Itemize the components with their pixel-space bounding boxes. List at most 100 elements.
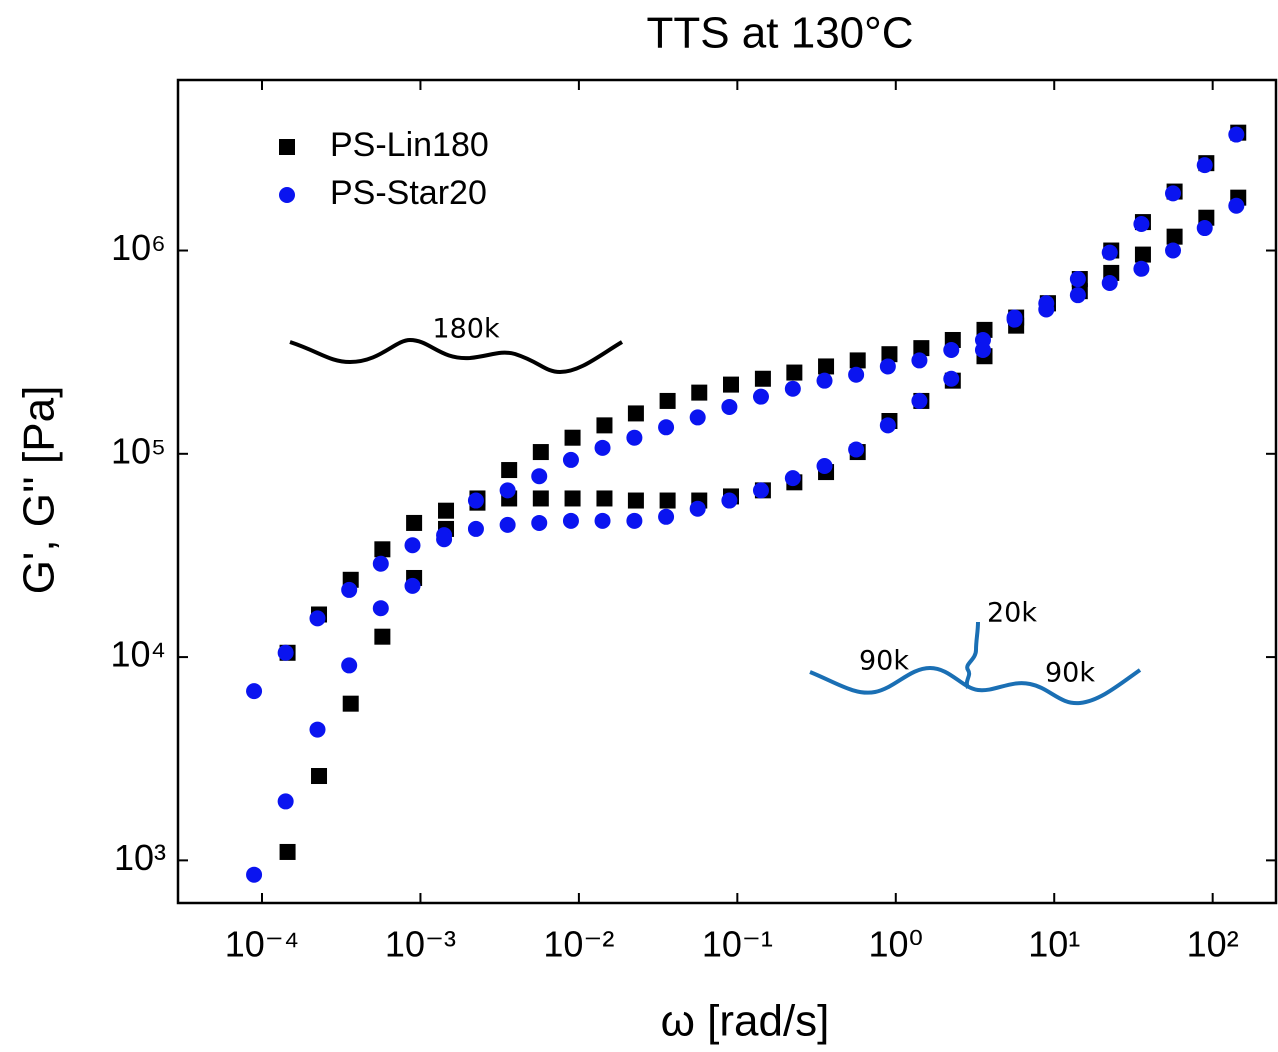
loss-point	[911, 392, 928, 409]
star-arm-icon	[809, 665, 1142, 706]
x-tick-label: 10⁰	[869, 924, 923, 965]
storage-point	[911, 352, 928, 369]
loss-point	[562, 512, 579, 529]
loss-point	[879, 417, 896, 434]
storage-point	[849, 352, 866, 369]
loss-point	[1165, 242, 1182, 259]
storage-point	[848, 366, 865, 383]
loss-point	[784, 470, 801, 487]
storage-point	[372, 600, 389, 617]
storage-point	[784, 380, 801, 397]
loss-point	[1006, 311, 1023, 328]
storage-point	[341, 657, 358, 674]
loss-point	[596, 490, 613, 507]
loss-point	[594, 512, 611, 529]
loss-point	[532, 490, 549, 507]
storage-point	[723, 376, 740, 393]
storage-point	[1069, 271, 1086, 288]
x-tick-label: 10⁻¹	[702, 924, 773, 965]
storage-point	[246, 866, 263, 883]
storage-point	[1228, 126, 1245, 143]
loss-point	[752, 482, 769, 499]
storage-point	[879, 358, 896, 375]
storage-point	[1165, 185, 1182, 202]
loss-point	[689, 500, 706, 517]
y-axis-label: G', G'' [Pa]	[15, 386, 64, 595]
annotation: 20k	[987, 598, 1037, 629]
storage-point	[627, 405, 644, 422]
loss-point	[658, 508, 675, 525]
loss-point	[1196, 220, 1213, 237]
y-tick-label: 10⁵	[111, 430, 166, 471]
loss-point	[974, 342, 991, 359]
storage-point	[943, 342, 960, 359]
storage-point	[342, 695, 359, 712]
loss-point	[659, 492, 676, 509]
x-tick-label: 10⁻⁴	[225, 924, 300, 965]
storage-point	[532, 444, 549, 461]
loss-point	[404, 537, 421, 554]
loss-point	[564, 490, 581, 507]
loss-point	[341, 581, 358, 598]
annotation: 90k	[1045, 658, 1095, 689]
loss-point	[467, 520, 484, 537]
storage-point	[531, 468, 548, 485]
storage-point	[309, 721, 326, 738]
storage-point	[404, 577, 421, 594]
loss-point	[626, 512, 643, 529]
storage-point	[277, 793, 294, 810]
legend-label: PS-Lin180	[330, 126, 489, 164]
legend-marker	[279, 139, 295, 155]
loss-point	[277, 644, 294, 661]
storage-point	[754, 370, 771, 387]
loss-point	[499, 516, 516, 533]
loss-point	[531, 514, 548, 531]
loss-point	[1133, 260, 1150, 277]
loss-point	[1038, 301, 1055, 318]
y-tick-label: 10⁴	[110, 634, 166, 675]
loss-point	[309, 610, 326, 627]
loss-point	[943, 370, 960, 387]
x-tick-label: 10⁻²	[543, 924, 614, 965]
storage-point	[1101, 244, 1118, 261]
storage-point	[594, 439, 611, 456]
y-tick-label: 10³	[114, 837, 166, 878]
star-branch-icon	[964, 621, 980, 689]
x-tick-label: 10⁻³	[385, 924, 456, 965]
storage-point	[659, 392, 676, 409]
loss-point	[438, 502, 455, 519]
storage-point	[311, 768, 328, 785]
x-tick-label: 10¹	[1028, 924, 1080, 965]
storage-point	[279, 843, 296, 860]
storage-point	[1133, 216, 1150, 233]
storage-point	[816, 372, 833, 389]
chart-title: TTS at 130°C	[646, 9, 913, 58]
storage-point	[786, 364, 803, 381]
storage-point	[564, 429, 581, 446]
storage-point	[467, 492, 484, 509]
loss-point	[1069, 287, 1086, 304]
storage-point	[562, 451, 579, 468]
loss-point	[374, 541, 391, 558]
storage-point	[818, 358, 835, 375]
annotation: 180k	[432, 314, 500, 345]
x-axis-label: ω [rad/s]	[661, 997, 830, 1046]
x-tick-label: 10²	[1187, 924, 1239, 965]
y-tick-label: 10⁶	[111, 227, 166, 268]
loss-point	[627, 492, 644, 509]
storage-point	[691, 384, 708, 401]
loss-point	[1101, 275, 1118, 292]
storage-point	[881, 346, 898, 363]
loss-point	[1134, 246, 1151, 263]
storage-point	[689, 409, 706, 426]
loss-point	[721, 492, 738, 509]
plot-frame	[176, 78, 1278, 905]
loss-point	[436, 531, 453, 548]
storage-point	[501, 462, 518, 479]
loss-point	[848, 441, 865, 458]
legend-label: PS-Star20	[330, 174, 487, 212]
linear-chain-icon	[289, 337, 624, 375]
storage-point	[374, 628, 391, 645]
